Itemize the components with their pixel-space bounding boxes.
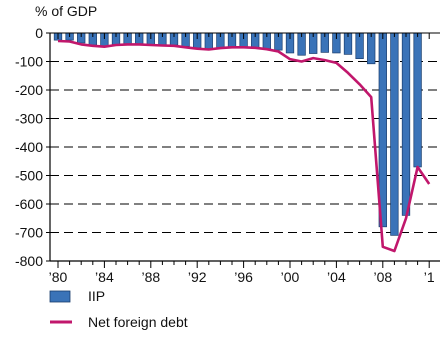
legend: IIP Net foreign debt [49,288,188,330]
x-tick-label: ’96 [234,269,253,285]
iip-bar [413,32,422,168]
x-tick-label: ’08 [373,269,392,285]
x-tick-label: ’00 [281,269,300,285]
y-axis-label: % of GDP [35,3,97,19]
x-tick-label: ’92 [188,269,207,285]
y-tick-label: -300 [15,111,43,127]
y-tick-label: -100 [15,54,43,70]
y-tick-label: -600 [15,196,43,212]
legend-label-iip: IIP [88,288,105,304]
axes [46,32,440,268]
y-tick-label: 0 [35,25,43,41]
tick-labels: 0 -100 -200 -300 -400 -500 -600 -700 -800 ’80 ’84 ’… [15,25,435,285]
iip-bar [390,32,399,236]
legend-swatch-iip [49,290,71,303]
y-tick-label: -500 [15,168,43,184]
legend-item-iip: IIP [49,288,105,304]
legend-label-net-foreign-debt: Net foreign debt [88,314,188,330]
y-tick-label: -400 [15,139,43,155]
x-tick-label: ’88 [141,269,160,285]
iip-bars [53,32,422,236]
x-tick-label: ’84 [95,269,114,285]
net-foreign-debt-line [57,39,431,253]
net-foreign-debt-line-group [57,39,431,253]
legend-item-net-foreign-debt: Net foreign debt [50,314,188,330]
y-tick-label: -800 [15,253,43,269]
iip-bar [401,32,411,216]
y-tick-label: -200 [15,82,43,98]
iip-bar [367,32,376,65]
y-tick-label: -700 [15,225,43,241]
x-tick-label: ’1 [424,269,435,285]
x-tick-label: ’04 [327,269,346,285]
x-tick-label: ’80 [49,269,68,285]
